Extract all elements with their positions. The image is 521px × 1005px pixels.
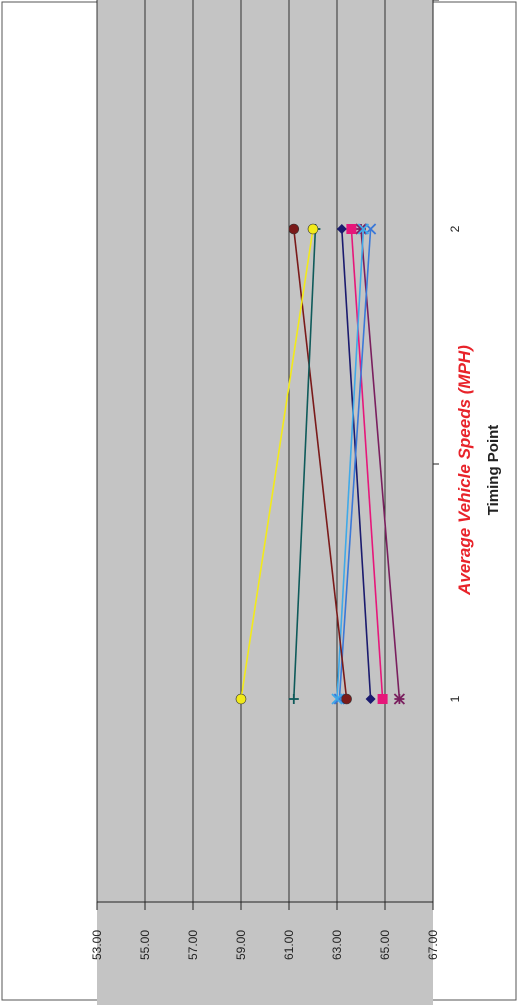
y-axis: 53.00 55.00 57.00 59.00 61.00 63.00 65.00 67.00 [90, 0, 440, 960]
data-point [288, 223, 300, 235]
x-axis-title: Timing Point [485, 425, 502, 516]
series-line-group [235, 223, 319, 705]
data-point [346, 224, 357, 234]
data-point [377, 694, 388, 704]
gridlines [96, 0, 434, 902]
y-tick-label: 55.00 [138, 930, 152, 960]
series-line-group [355, 223, 406, 705]
series-line [338, 228, 372, 700]
y-tick-label: 57.00 [186, 930, 200, 960]
y-tick-label: 67.00 [426, 930, 440, 960]
y-tick-label: 61.00 [282, 930, 296, 960]
series-line-group [288, 223, 352, 705]
series-line-group [331, 223, 370, 705]
series-line [293, 228, 317, 700]
data-point [336, 224, 347, 234]
data-point [331, 693, 343, 705]
series-line [360, 228, 401, 700]
y-tick-label: 53.00 [90, 930, 104, 960]
y-tick-label: 59.00 [234, 930, 248, 960]
data-point [365, 694, 376, 704]
series-line-group [346, 224, 388, 704]
data-point [307, 223, 319, 235]
x-axis: 12 [433, 0, 462, 702]
data-point [341, 693, 352, 705]
series [235, 223, 406, 705]
chart-title: Average Vehicle Speeds (MPH) [455, 345, 474, 596]
data-point [235, 693, 247, 705]
y-tick-label: 65.00 [378, 930, 392, 960]
series-line [293, 228, 348, 700]
x-tick-label: 1 [448, 695, 462, 702]
series-line [240, 228, 314, 700]
series-line-group [336, 224, 376, 704]
series-line [336, 228, 365, 700]
data-point [357, 223, 370, 235]
y-tick-label: 63.00 [330, 930, 344, 960]
data-point [393, 693, 406, 705]
series-line [341, 228, 372, 700]
x-tick-label: 2 [448, 225, 462, 232]
series-line [350, 228, 384, 700]
data-point [288, 694, 299, 704]
plot-area [97, 0, 433, 1005]
